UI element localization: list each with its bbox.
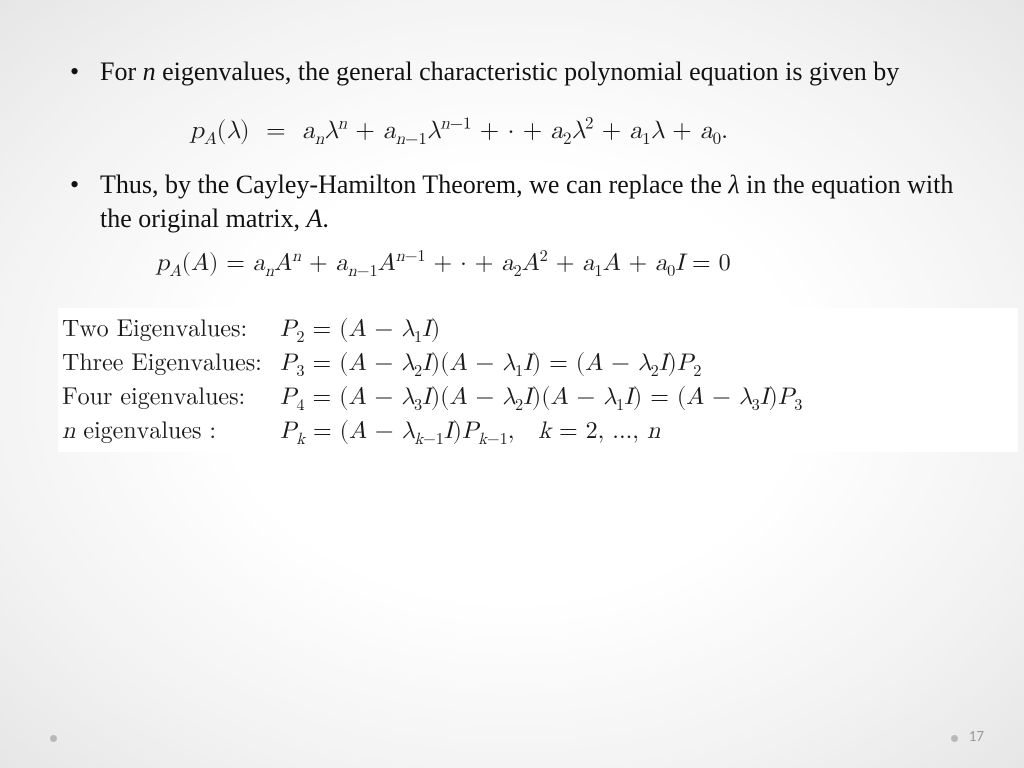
- equation-characteristic-polynomial: pA(λ) = anλn + an−1λn−1 + · + a2λ2 + a1λ…: [190, 116, 976, 146]
- row-label: Four eigenvalues:: [62, 380, 280, 414]
- row-label: n eigenvalues :: [62, 414, 280, 448]
- bullet-item-1: For n eigenvalues, the general character…: [100, 55, 976, 88]
- decorative-dot-icon: [951, 735, 958, 742]
- row-value: P4 = (A − λ3I)(A − λ2I)(A − λ1I) = (A − …: [280, 380, 802, 414]
- decorative-dot-icon: [50, 735, 57, 742]
- row-value: P3 = (A − λ2I)(A − λ1I) = (A − λ2I)P2: [280, 346, 701, 380]
- eigenvalue-table: Two Eigenvalues: P2 = (A − λ1I) Three Ei…: [58, 308, 1018, 452]
- table-row: n eigenvalues : Pk = (A − λk−1I)Pk−1, k …: [62, 414, 1014, 448]
- table-row: Three Eigenvalues: P3 = (A − λ2I)(A − λ1…: [62, 346, 1014, 380]
- bullet-item-2: Thus, by the Cayley-Hamilton Theorem, we…: [100, 168, 976, 235]
- equation-cayley-hamilton: pA(A) = anAn + an−1An−1 + · + a2A2 + a1A…: [156, 249, 976, 278]
- bullet-list-2: Thus, by the Cayley-Hamilton Theorem, we…: [48, 168, 976, 235]
- row-label: Two Eigenvalues:: [62, 312, 280, 346]
- page-number: 17: [969, 728, 984, 746]
- table-row: Two Eigenvalues: P2 = (A − λ1I): [62, 312, 1014, 346]
- row-label: Three Eigenvalues:: [62, 346, 280, 380]
- row-value: P2 = (A − λ1I): [280, 312, 440, 346]
- bullet-list: For n eigenvalues, the general character…: [48, 55, 976, 88]
- row-value: Pk = (A − λk−1I)Pk−1, k = 2, ..., n: [280, 414, 660, 448]
- table-row: Four eigenvalues: P4 = (A − λ3I)(A − λ2I…: [62, 380, 1014, 414]
- slide: For n eigenvalues, the general character…: [0, 0, 1024, 768]
